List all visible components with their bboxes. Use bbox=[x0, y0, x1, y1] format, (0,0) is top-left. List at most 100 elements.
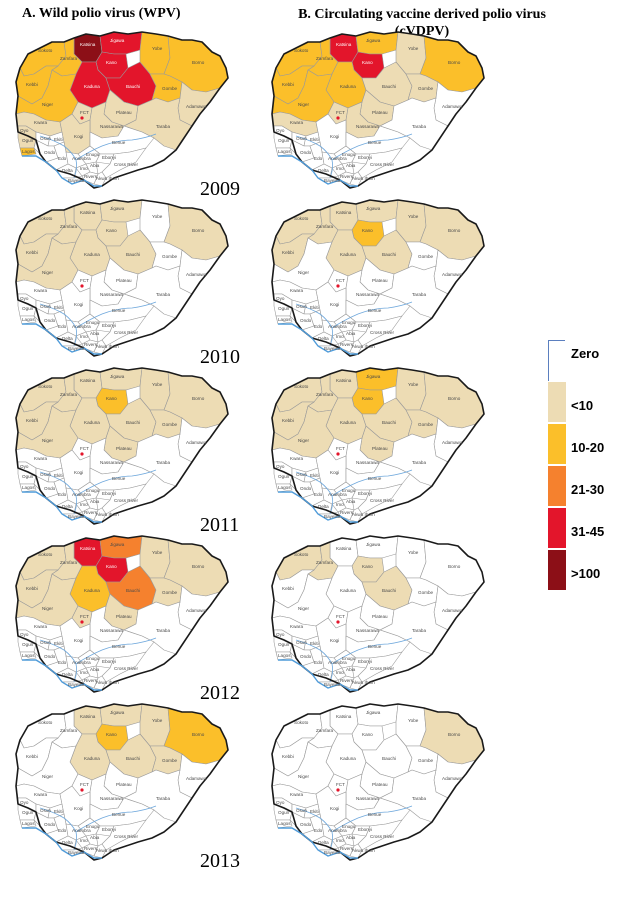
state-label: Kebbi bbox=[282, 418, 294, 423]
state-label: Delta bbox=[62, 840, 73, 845]
state-label: Zamfara bbox=[60, 392, 78, 397]
state-label: Kogi bbox=[330, 470, 339, 475]
state-label: Delta bbox=[62, 672, 73, 677]
state-label: Ondo bbox=[300, 318, 312, 323]
state-label: Anambra bbox=[328, 156, 347, 161]
river-line bbox=[331, 133, 413, 161]
state-label: Delta bbox=[318, 672, 329, 677]
state-label: Oyo bbox=[276, 464, 285, 469]
state-label: Benue bbox=[112, 476, 126, 481]
state-lagos bbox=[275, 819, 293, 829]
state-label: FCT bbox=[80, 278, 89, 283]
state-label: Akwa Ibom bbox=[352, 344, 375, 349]
state-label: Gombe bbox=[162, 86, 178, 91]
state-label: Plateau bbox=[372, 782, 388, 787]
state-label: Nassarawa bbox=[356, 460, 379, 465]
state-label: Bayelsa bbox=[68, 682, 85, 687]
state-label: Kebbi bbox=[26, 418, 38, 423]
state-label: Zamfara bbox=[60, 56, 78, 61]
year-label-2009: 2009 bbox=[200, 178, 240, 200]
state-label: Niger bbox=[42, 102, 53, 107]
state-label: Borno bbox=[192, 396, 205, 401]
state-label: Adamawa bbox=[442, 104, 463, 109]
state-label: Lagos bbox=[278, 653, 291, 658]
river-line bbox=[331, 805, 413, 833]
state-label: Ogun bbox=[278, 138, 290, 143]
state-label: Anambra bbox=[328, 660, 347, 665]
legend-item-lt10: <10 bbox=[548, 382, 618, 422]
state-lagos bbox=[275, 147, 293, 157]
legend-label: 21-30 bbox=[571, 482, 605, 497]
map-wpv-2010: Sokoto Katsina Jigawa Yobe Borno Zamfara Kano K… bbox=[6, 196, 246, 366]
state-label: Abia bbox=[346, 331, 356, 336]
state-label: Oyo bbox=[20, 128, 29, 133]
state-label: Osun bbox=[296, 472, 307, 477]
state-label: Yobe bbox=[408, 550, 419, 555]
state-label: Ebonyi bbox=[358, 659, 372, 664]
state-label: Ekiti bbox=[54, 641, 63, 646]
state-label: Katsina bbox=[336, 714, 352, 719]
state-label: Ekiti bbox=[310, 473, 319, 478]
state-label: Sokoto bbox=[294, 552, 309, 557]
state-label: Osun bbox=[40, 808, 51, 813]
state-label: Edo bbox=[314, 492, 323, 497]
state-label: Taraba bbox=[156, 292, 170, 297]
state-label: Jigawa bbox=[366, 710, 381, 715]
state-label: Oyo bbox=[276, 800, 285, 805]
state-label: Kaduna bbox=[340, 588, 356, 593]
coastline bbox=[278, 491, 358, 523]
state-label: Delta bbox=[62, 168, 73, 173]
state-label: Kebbi bbox=[26, 754, 38, 759]
state-label: Borno bbox=[448, 732, 461, 737]
state-jigawa bbox=[355, 31, 399, 55]
capital-marker bbox=[80, 452, 84, 456]
river-line bbox=[331, 469, 413, 497]
state-label: Oyo bbox=[20, 296, 29, 301]
state-label: Ebonyi bbox=[102, 323, 116, 328]
state-label: Cross River bbox=[114, 666, 138, 671]
state-label: Katsina bbox=[336, 546, 352, 551]
legend-label: 31-45 bbox=[571, 524, 605, 539]
river-line bbox=[295, 135, 334, 179]
state-label: Nassarawa bbox=[356, 124, 379, 129]
state-label: Benue bbox=[112, 644, 126, 649]
state-label: Gombe bbox=[162, 758, 178, 763]
state-label: Katsina bbox=[80, 714, 96, 719]
river-line bbox=[39, 303, 78, 347]
state-label: Niger bbox=[42, 606, 53, 611]
state-label: Cross River bbox=[370, 330, 394, 335]
state-label: Abia bbox=[346, 835, 356, 840]
state-lagos bbox=[19, 147, 37, 157]
state-label: Kano bbox=[362, 396, 373, 401]
state-label: Adamawa bbox=[442, 776, 463, 781]
state-label: Taraba bbox=[412, 796, 426, 801]
state-label: Enugu bbox=[342, 488, 356, 493]
state-label: Kano bbox=[106, 732, 117, 737]
state-label: Nassarawa bbox=[100, 292, 123, 297]
state-label: Benue bbox=[112, 812, 126, 817]
legend-swatch bbox=[548, 550, 566, 590]
state-label: Niger bbox=[298, 606, 309, 611]
state-label: Kano bbox=[362, 60, 373, 65]
state-label: Niger bbox=[42, 774, 53, 779]
state-label: Borno bbox=[448, 228, 461, 233]
state-label: Edo bbox=[58, 156, 67, 161]
state-label: Ebonyi bbox=[358, 155, 372, 160]
coastline bbox=[278, 827, 358, 859]
state-label: Abia bbox=[90, 499, 100, 504]
state-label: Borno bbox=[192, 732, 205, 737]
state-label: Bayelsa bbox=[68, 850, 85, 855]
state-label: Gombe bbox=[418, 422, 434, 427]
country-outline bbox=[15, 703, 229, 861]
year-label-2013: 2013 bbox=[200, 850, 240, 872]
state-label: Akwa Ibom bbox=[352, 848, 375, 853]
state-label: Ondo bbox=[300, 822, 312, 827]
country-outline bbox=[271, 367, 485, 525]
state-label: Yobe bbox=[408, 718, 419, 723]
state-label: Bayelsa bbox=[68, 178, 85, 183]
legend-label: Zero bbox=[571, 346, 600, 361]
state-label: FCT bbox=[80, 614, 89, 619]
state-label: Osun bbox=[40, 304, 51, 309]
state-label: Niger bbox=[298, 102, 309, 107]
state-label: Sokoto bbox=[294, 216, 309, 221]
